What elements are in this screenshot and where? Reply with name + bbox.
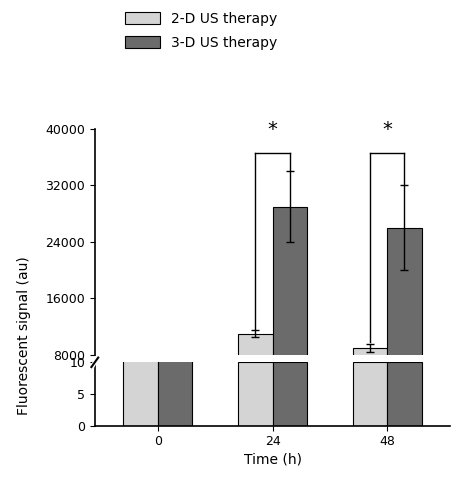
Bar: [387, 362, 422, 426]
Bar: [353, 362, 387, 426]
Text: *: *: [383, 120, 392, 139]
Text: Fluorescent signal (au): Fluorescent signal (au): [17, 257, 31, 415]
Bar: [387, 228, 422, 412]
Bar: [238, 334, 273, 412]
Bar: [158, 383, 192, 412]
Bar: [123, 397, 158, 412]
Bar: [353, 348, 387, 412]
Bar: [123, 0, 158, 426]
Bar: [273, 206, 307, 412]
Bar: [273, 362, 307, 426]
X-axis label: Time (h): Time (h): [244, 452, 301, 467]
Text: *: *: [268, 120, 277, 139]
Bar: [238, 362, 273, 426]
Legend: 2-D US therapy, 3-D US therapy: 2-D US therapy, 3-D US therapy: [126, 12, 278, 50]
Bar: [158, 0, 192, 426]
